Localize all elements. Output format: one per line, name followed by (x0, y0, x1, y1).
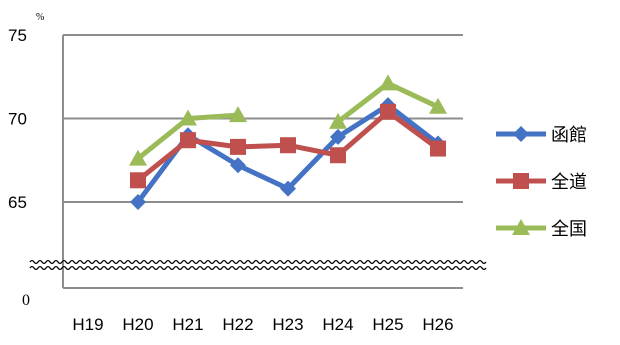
y-unit-label: % (36, 12, 44, 23)
legend-label: 全道 (551, 172, 587, 193)
series-3 (129, 74, 447, 166)
x-tick-label: H24 (322, 315, 353, 334)
legend-label: 全国 (551, 219, 587, 240)
series-1 (130, 97, 446, 210)
legend-item-3: 全国 (496, 219, 587, 240)
legend-marker (513, 173, 529, 189)
data-point (229, 106, 247, 123)
data-point (180, 132, 196, 149)
data-point (280, 180, 296, 197)
x-tick-label: H23 (272, 315, 303, 334)
data-point (330, 128, 346, 145)
axis-break-line (29, 259, 487, 265)
y-tick-label: 65 (8, 193, 27, 212)
data-point (430, 140, 446, 157)
series-layer (129, 74, 447, 210)
data-point (280, 137, 296, 154)
legend-marker (513, 126, 529, 142)
data-point (230, 138, 246, 155)
legend-label: 函館 (551, 125, 587, 146)
x-tick-label: H19 (72, 315, 103, 334)
x-tick-label: H20 (122, 315, 153, 334)
x-tick-label: H25 (372, 315, 403, 334)
x-tick-label: H22 (222, 315, 253, 334)
series-2 (130, 103, 446, 189)
x-tick-label: H26 (422, 315, 453, 334)
data-point (179, 109, 197, 126)
data-point (429, 97, 447, 114)
data-point (230, 157, 246, 174)
x-tick-label: H21 (172, 315, 203, 334)
axis-layer: 75 70 65 H19 H20 H21 H22 H23 H24 H25 H26 (8, 26, 487, 334)
y-zero-label: 0 (22, 292, 30, 309)
data-point (130, 194, 146, 210)
data-point (129, 149, 147, 166)
legend-item-2: 全道 (496, 172, 587, 193)
legend-item-1: 函館 (496, 125, 587, 146)
data-point (130, 172, 146, 189)
y-tick-label: 75 (8, 26, 27, 45)
data-point (379, 74, 397, 91)
data-point (380, 103, 396, 120)
data-point (330, 147, 346, 164)
axis-break-line (29, 265, 487, 271)
data-point (329, 112, 347, 129)
y-tick-label: 70 (8, 110, 27, 129)
legend-marker (512, 219, 530, 235)
